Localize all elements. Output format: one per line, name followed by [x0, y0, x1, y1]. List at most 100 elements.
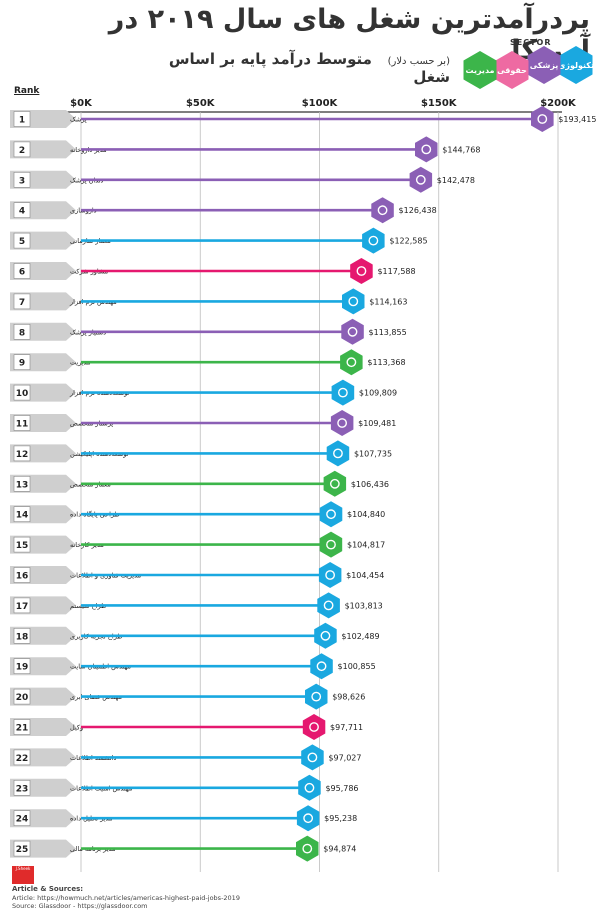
rank-box [13, 475, 31, 492]
bar-marker [296, 835, 319, 862]
value-label: $142,478 [437, 176, 475, 185]
value-label: $114,163 [369, 297, 407, 306]
publisher-logo: J.Sheek [12, 866, 34, 884]
rank-number: 2 [19, 146, 25, 156]
rank-box [13, 597, 31, 614]
bar-marker [371, 197, 394, 224]
rank-number: 20 [16, 693, 29, 703]
code-icon [337, 387, 348, 398]
bar-marker [314, 622, 337, 649]
value-label: $113,855 [369, 328, 407, 337]
rank-box [13, 172, 31, 188]
bar-marker [323, 470, 347, 497]
value-label: $98,626 [332, 693, 365, 702]
value-label: $109,809 [359, 389, 397, 398]
rank-number: 13 [16, 480, 29, 490]
stethoscope-icon [347, 326, 358, 337]
value-label: $113,368 [367, 358, 405, 367]
rank-box [13, 415, 31, 431]
value-label: $104,454 [346, 571, 384, 580]
value-label: $193,415 [558, 115, 596, 124]
bar-marker [350, 258, 373, 284]
rank-box [13, 627, 31, 644]
legend-heading: SECTOR [510, 38, 552, 47]
rank-box [13, 536, 31, 553]
bar-marker [331, 379, 355, 406]
bar-marker [310, 653, 333, 680]
rank-number: 17 [16, 602, 29, 612]
rank-box [13, 232, 31, 249]
value-label: $97,711 [330, 723, 363, 732]
rank-number: 5 [19, 237, 25, 247]
value-label: $95,238 [324, 814, 357, 823]
phone-icon [320, 630, 331, 641]
rank-box [13, 506, 31, 523]
page-title: پردرآمدترین شغل های سال ۲۰۱۹ در آمریکا [108, 4, 590, 66]
bar-marker [302, 714, 326, 740]
rank-box [13, 111, 31, 127]
gear-icon [325, 570, 336, 580]
rank-box [13, 263, 31, 279]
cloud-icon [329, 478, 340, 489]
rank-box [13, 658, 31, 675]
bar-marker [409, 166, 433, 193]
logo-text: J.Sheek [15, 866, 31, 871]
rank-box [13, 384, 31, 401]
bar-marker [319, 531, 343, 558]
rank-number: 3 [19, 176, 25, 186]
gear-monitor-icon [316, 661, 327, 672]
bar-marker [317, 592, 340, 619]
legend-swatch [559, 46, 593, 84]
database-icon [326, 509, 336, 520]
bar-marker [340, 349, 363, 376]
rank-box [13, 688, 31, 705]
subtitle-text: متوسط درآمد پایه بر اساس شغل [168, 50, 450, 86]
rank-number: 11 [16, 420, 29, 430]
bar-marker [362, 227, 385, 254]
rank-number: 7 [19, 298, 25, 308]
legend-swatch [463, 51, 497, 89]
value-label: $103,813 [345, 601, 383, 610]
rank-number: 15 [16, 541, 29, 551]
scales-icon [309, 722, 319, 732]
rank-number: 1 [19, 116, 25, 126]
x-tick-label: $150K [421, 98, 458, 109]
rank-box [13, 202, 31, 218]
rank-number: 23 [16, 784, 29, 794]
bar-marker [319, 501, 343, 528]
value-label: $100,855 [338, 662, 376, 671]
rank-number: 19 [16, 663, 29, 673]
cloud-icon [311, 691, 322, 702]
value-label: $107,735 [354, 449, 392, 458]
value-label: $122,585 [389, 237, 427, 246]
clipboard-icon [326, 539, 336, 550]
bar-marker [415, 136, 438, 163]
job-label: مدیریت [70, 359, 90, 367]
sources-source: Source: Glassdoor - https://glassdoor.co… [12, 902, 148, 910]
rank-box [13, 354, 31, 371]
rank-number: 6 [19, 268, 25, 278]
value-label: $109,481 [358, 419, 396, 428]
value-label: $97,027 [328, 753, 361, 762]
rx-icon [421, 144, 432, 155]
bar-marker [342, 288, 365, 315]
legend-swatch [527, 46, 561, 84]
value-label: $144,768 [442, 145, 480, 154]
code-window-icon [348, 296, 359, 307]
rank-number: 4 [19, 207, 25, 217]
design-icon [323, 600, 334, 611]
rank-number: 24 [16, 815, 29, 825]
value-label: $104,817 [347, 541, 385, 550]
subtitle-note: (بر حسب دلار) [387, 56, 450, 67]
mortar-pestle-icon [377, 205, 388, 216]
calendar-icon [346, 357, 357, 368]
bar-marker [326, 440, 350, 467]
value-label: $102,489 [341, 632, 379, 641]
phone-icon [333, 448, 343, 459]
rank-number: 22 [16, 754, 29, 764]
legend-label: حقوقی [497, 66, 527, 75]
value-label: $104,840 [347, 510, 385, 519]
rank-box [13, 293, 31, 310]
job-label: پزشک [70, 116, 87, 124]
